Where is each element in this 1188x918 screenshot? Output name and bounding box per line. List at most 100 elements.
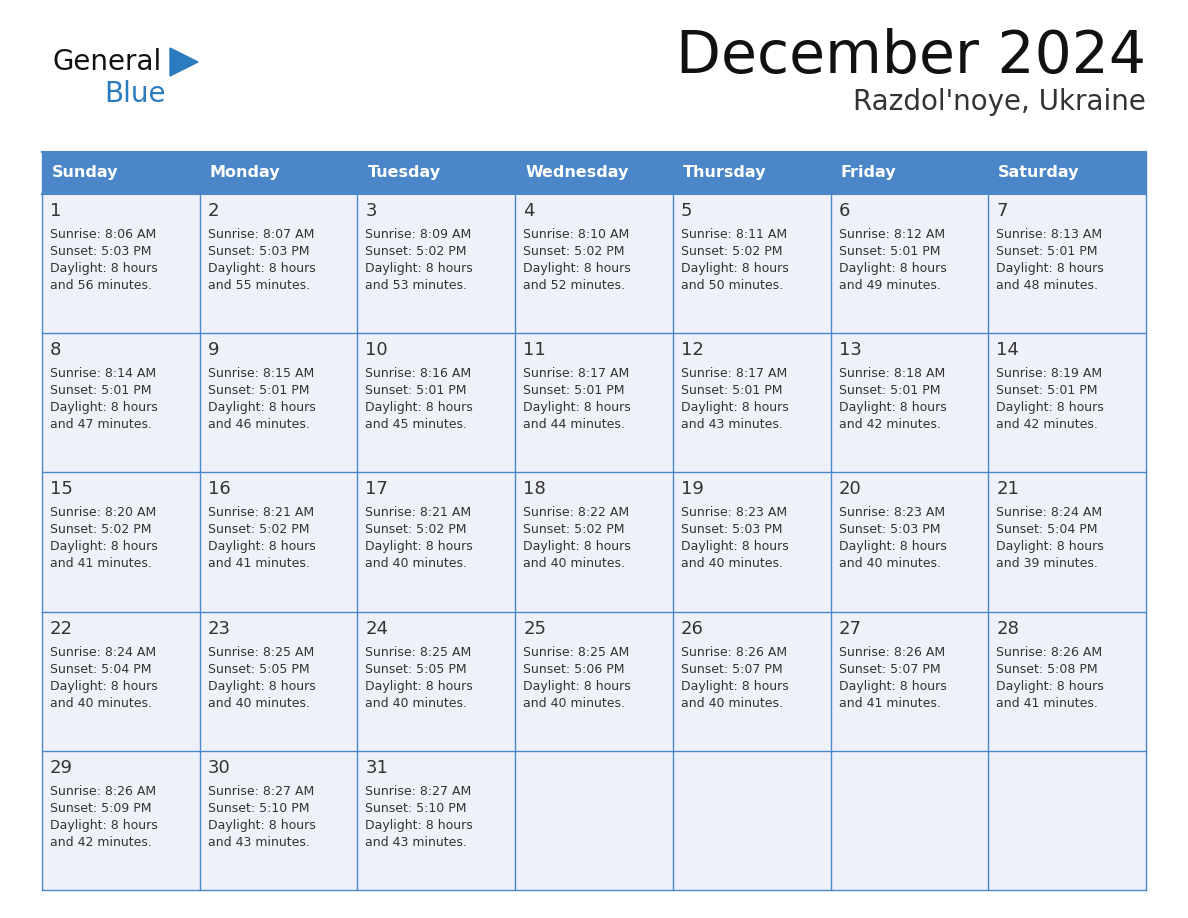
Text: and 40 minutes.: and 40 minutes. — [523, 557, 625, 570]
Text: December 2024: December 2024 — [676, 28, 1146, 85]
Text: Sunrise: 8:11 AM: Sunrise: 8:11 AM — [681, 228, 786, 241]
Text: Sunrise: 8:21 AM: Sunrise: 8:21 AM — [366, 507, 472, 520]
Text: Sunrise: 8:27 AM: Sunrise: 8:27 AM — [366, 785, 472, 798]
Text: Sunset: 5:10 PM: Sunset: 5:10 PM — [366, 801, 467, 815]
Text: Daylight: 8 hours: Daylight: 8 hours — [997, 679, 1104, 692]
Text: Daylight: 8 hours: Daylight: 8 hours — [997, 262, 1104, 275]
Text: Sunrise: 8:23 AM: Sunrise: 8:23 AM — [681, 507, 786, 520]
Text: 19: 19 — [681, 480, 703, 498]
Text: Blue: Blue — [105, 80, 165, 108]
Bar — [42, 152, 200, 194]
Bar — [358, 751, 516, 890]
Text: and 46 minutes.: and 46 minutes. — [208, 419, 310, 431]
Text: Daylight: 8 hours: Daylight: 8 hours — [997, 541, 1104, 554]
Text: Daylight: 8 hours: Daylight: 8 hours — [681, 541, 789, 554]
Text: Sunrise: 8:24 AM: Sunrise: 8:24 AM — [50, 645, 156, 658]
Text: and 39 minutes.: and 39 minutes. — [997, 557, 1098, 570]
Text: Daylight: 8 hours: Daylight: 8 hours — [50, 819, 158, 832]
Text: 12: 12 — [681, 341, 703, 359]
Text: Sunset: 5:02 PM: Sunset: 5:02 PM — [681, 245, 783, 258]
Bar — [358, 194, 516, 333]
Text: Sunset: 5:01 PM: Sunset: 5:01 PM — [839, 385, 940, 397]
Text: and 41 minutes.: and 41 minutes. — [839, 697, 941, 710]
Text: Sunrise: 8:27 AM: Sunrise: 8:27 AM — [208, 785, 314, 798]
Text: and 40 minutes.: and 40 minutes. — [366, 697, 467, 710]
Text: Sunrise: 8:12 AM: Sunrise: 8:12 AM — [839, 228, 944, 241]
Text: 3: 3 — [366, 202, 377, 220]
Text: Daylight: 8 hours: Daylight: 8 hours — [50, 541, 158, 554]
Text: Sunrise: 8:26 AM: Sunrise: 8:26 AM — [50, 785, 156, 798]
Text: Daylight: 8 hours: Daylight: 8 hours — [523, 262, 631, 275]
Bar — [200, 333, 358, 473]
Text: Sunset: 5:07 PM: Sunset: 5:07 PM — [839, 663, 940, 676]
Text: Sunrise: 8:16 AM: Sunrise: 8:16 AM — [366, 367, 472, 380]
Text: 31: 31 — [366, 759, 388, 777]
Text: Daylight: 8 hours: Daylight: 8 hours — [208, 541, 316, 554]
Text: Daylight: 8 hours: Daylight: 8 hours — [208, 819, 316, 832]
Text: Sunrise: 8:25 AM: Sunrise: 8:25 AM — [208, 645, 314, 658]
Text: and 56 minutes.: and 56 minutes. — [50, 279, 152, 292]
Text: Sunrise: 8:07 AM: Sunrise: 8:07 AM — [208, 228, 314, 241]
Text: Daylight: 8 hours: Daylight: 8 hours — [523, 541, 631, 554]
Text: Monday: Monday — [210, 165, 280, 181]
Text: and 44 minutes.: and 44 minutes. — [523, 419, 625, 431]
Text: Tuesday: Tuesday — [367, 165, 441, 181]
Bar — [830, 751, 988, 890]
Text: Sunrise: 8:15 AM: Sunrise: 8:15 AM — [208, 367, 314, 380]
Bar — [42, 473, 200, 611]
Text: Daylight: 8 hours: Daylight: 8 hours — [50, 401, 158, 414]
Text: Sunset: 5:09 PM: Sunset: 5:09 PM — [50, 801, 152, 815]
Text: Sunrise: 8:06 AM: Sunrise: 8:06 AM — [50, 228, 157, 241]
Text: 2: 2 — [208, 202, 220, 220]
Bar — [516, 333, 672, 473]
Text: and 50 minutes.: and 50 minutes. — [681, 279, 783, 292]
Text: 26: 26 — [681, 620, 703, 638]
Bar — [358, 473, 516, 611]
Text: Daylight: 8 hours: Daylight: 8 hours — [523, 679, 631, 692]
Text: 6: 6 — [839, 202, 849, 220]
Bar — [200, 152, 358, 194]
Text: 8: 8 — [50, 341, 62, 359]
Text: Sunrise: 8:17 AM: Sunrise: 8:17 AM — [681, 367, 788, 380]
Bar — [200, 194, 358, 333]
Bar — [42, 333, 200, 473]
Text: and 40 minutes.: and 40 minutes. — [523, 697, 625, 710]
Text: Sunset: 5:01 PM: Sunset: 5:01 PM — [997, 385, 1098, 397]
Text: Daylight: 8 hours: Daylight: 8 hours — [366, 262, 473, 275]
Text: Daylight: 8 hours: Daylight: 8 hours — [523, 401, 631, 414]
Text: 23: 23 — [208, 620, 230, 638]
Text: 21: 21 — [997, 480, 1019, 498]
Text: 10: 10 — [366, 341, 388, 359]
Bar — [988, 751, 1146, 890]
Text: and 52 minutes.: and 52 minutes. — [523, 279, 625, 292]
Text: 28: 28 — [997, 620, 1019, 638]
Text: Sunset: 5:01 PM: Sunset: 5:01 PM — [681, 385, 783, 397]
Text: Sunrise: 8:21 AM: Sunrise: 8:21 AM — [208, 507, 314, 520]
Text: Daylight: 8 hours: Daylight: 8 hours — [50, 262, 158, 275]
Text: Sunset: 5:10 PM: Sunset: 5:10 PM — [208, 801, 309, 815]
Text: and 48 minutes.: and 48 minutes. — [997, 279, 1098, 292]
Text: Sunset: 5:04 PM: Sunset: 5:04 PM — [997, 523, 1098, 536]
Text: Sunrise: 8:20 AM: Sunrise: 8:20 AM — [50, 507, 157, 520]
Text: 16: 16 — [208, 480, 230, 498]
Text: and 45 minutes.: and 45 minutes. — [366, 419, 467, 431]
Bar — [358, 611, 516, 751]
Bar — [516, 194, 672, 333]
Text: Sunset: 5:03 PM: Sunset: 5:03 PM — [839, 523, 940, 536]
Text: Sunrise: 8:25 AM: Sunrise: 8:25 AM — [523, 645, 630, 658]
Text: Daylight: 8 hours: Daylight: 8 hours — [50, 679, 158, 692]
Text: and 43 minutes.: and 43 minutes. — [681, 419, 783, 431]
Text: Sunset: 5:06 PM: Sunset: 5:06 PM — [523, 663, 625, 676]
Text: Sunset: 5:03 PM: Sunset: 5:03 PM — [681, 523, 783, 536]
Text: Daylight: 8 hours: Daylight: 8 hours — [366, 401, 473, 414]
Text: and 53 minutes.: and 53 minutes. — [366, 279, 467, 292]
Text: Sunrise: 8:26 AM: Sunrise: 8:26 AM — [839, 645, 944, 658]
Bar — [988, 473, 1146, 611]
Bar — [672, 333, 830, 473]
Bar — [988, 611, 1146, 751]
Bar — [672, 473, 830, 611]
Bar — [830, 152, 988, 194]
Text: Daylight: 8 hours: Daylight: 8 hours — [681, 679, 789, 692]
Text: Sunrise: 8:24 AM: Sunrise: 8:24 AM — [997, 507, 1102, 520]
Text: 13: 13 — [839, 341, 861, 359]
